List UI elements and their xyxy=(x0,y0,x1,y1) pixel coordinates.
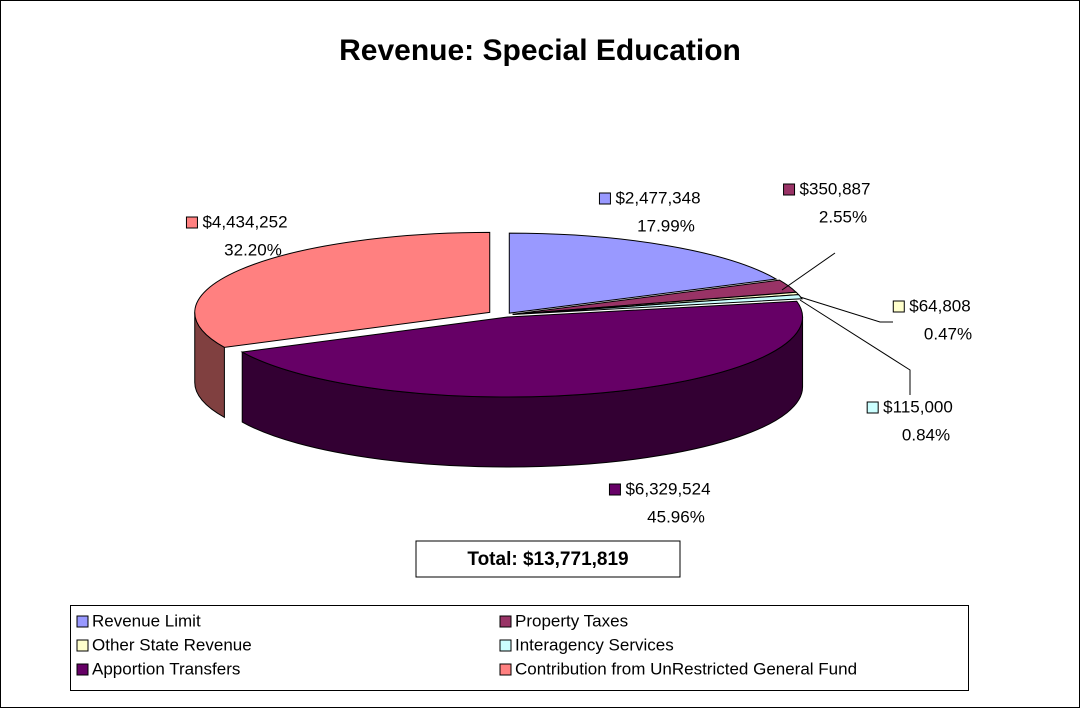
total-label: Total: $13,771,819 xyxy=(467,549,628,570)
value-label: $350,887 xyxy=(800,179,871,198)
label-swatch xyxy=(185,216,198,229)
percent-label: 2.55% xyxy=(819,207,867,226)
value-label: $2,477,348 xyxy=(615,188,700,207)
legend-swatch xyxy=(76,663,89,676)
legend-swatch xyxy=(76,639,89,652)
label-swatch xyxy=(598,192,611,205)
legend-label: Property Taxes xyxy=(515,611,628,630)
percent-label: 0.47% xyxy=(924,324,972,343)
legend-label: Revenue Limit xyxy=(92,611,201,630)
legend-swatch xyxy=(499,663,512,676)
leader-line xyxy=(799,299,911,395)
value-label: $6,329,524 xyxy=(625,479,710,498)
chart-title: Revenue: Special Education xyxy=(339,34,741,67)
legend-label: Other State Revenue xyxy=(92,635,252,654)
value-label: $64,808 xyxy=(909,296,970,315)
slice xyxy=(508,232,778,314)
leader-line xyxy=(799,296,893,323)
label-swatch xyxy=(866,401,879,414)
legend-label: Contribution from UnRestricted General F… xyxy=(515,659,857,678)
percent-label: 32.20% xyxy=(224,240,282,259)
slice xyxy=(194,231,491,348)
percent-label: 0.84% xyxy=(902,425,950,444)
percent-label: 45.96% xyxy=(647,507,705,526)
percent-label: 17.99% xyxy=(637,216,695,235)
label-swatch xyxy=(892,300,905,313)
leader-line xyxy=(781,252,836,291)
value-label: $4,434,252 xyxy=(202,212,287,231)
label-swatch xyxy=(608,483,621,496)
legend-label: Apportion Transfers xyxy=(92,659,240,678)
legend-label: Interagency Services xyxy=(515,635,674,654)
legend-swatch xyxy=(499,615,512,628)
slice xyxy=(240,300,804,398)
legend-swatch xyxy=(499,639,512,652)
legend-box xyxy=(70,605,969,691)
legend-swatch xyxy=(76,615,89,628)
label-swatch xyxy=(783,183,796,196)
value-label: $115,000 xyxy=(883,397,953,416)
total-box xyxy=(415,540,681,578)
